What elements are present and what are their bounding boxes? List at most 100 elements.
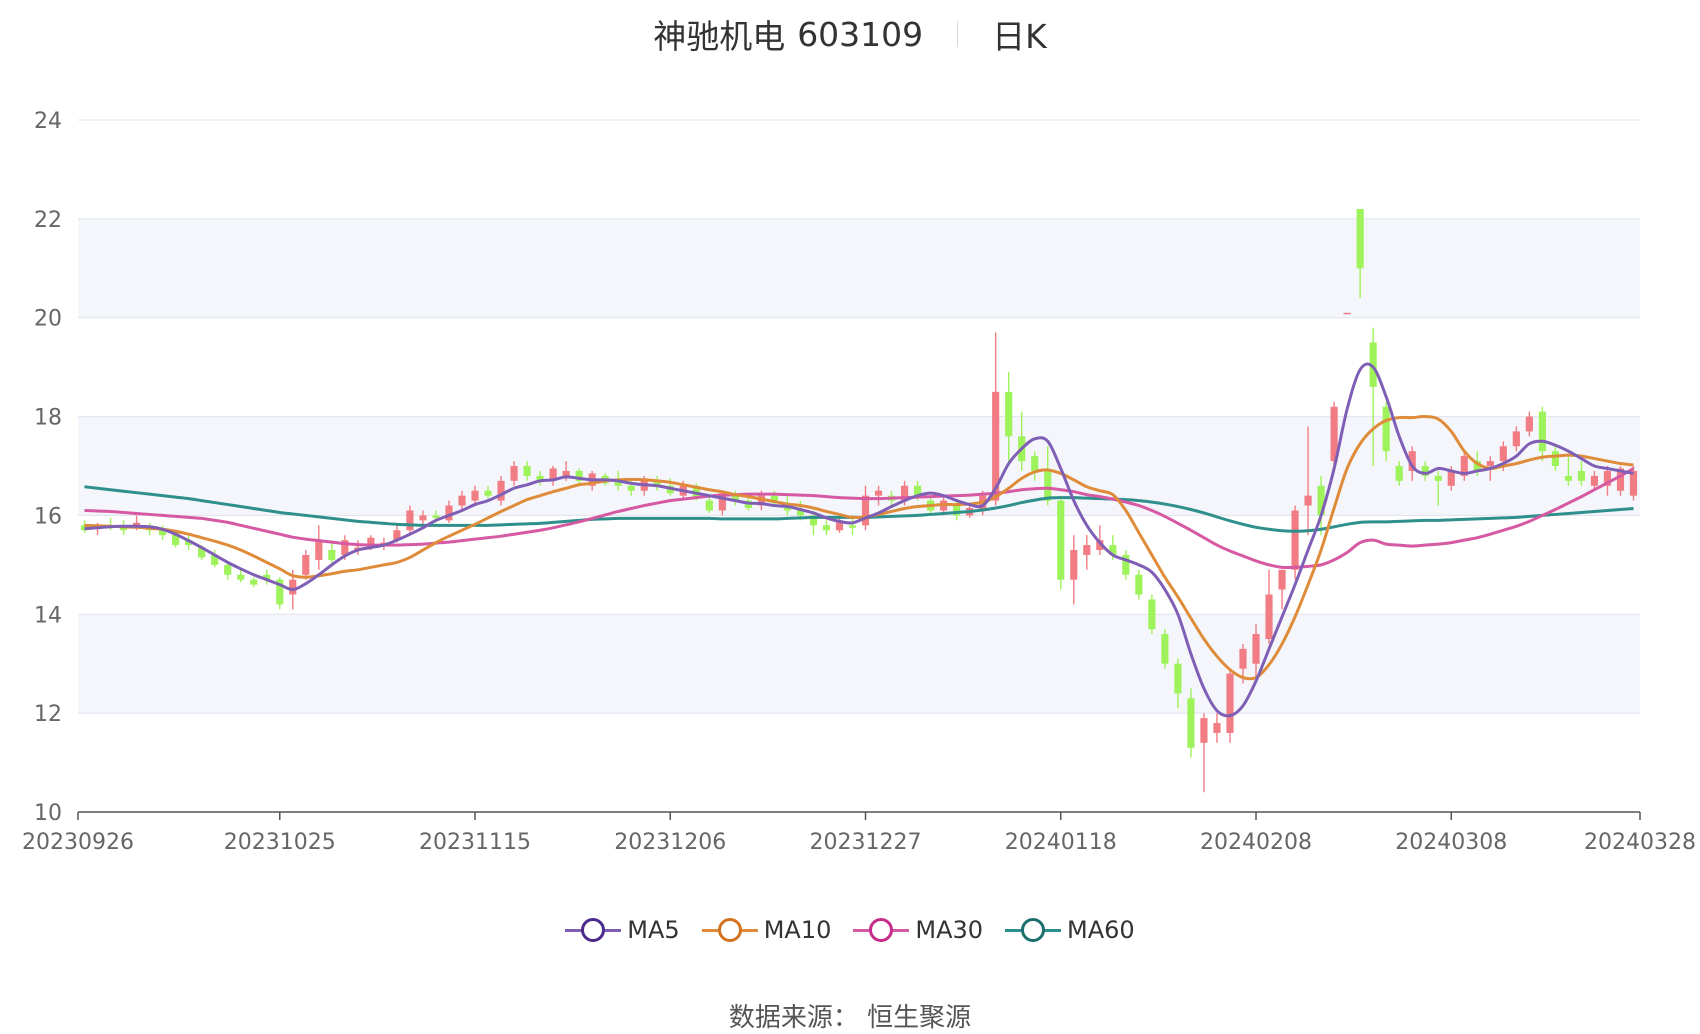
candle-body — [549, 468, 557, 481]
candle-body — [159, 530, 167, 536]
candle-body — [1005, 391, 1013, 437]
candle-body — [1083, 545, 1091, 555]
candle-body — [1031, 456, 1039, 471]
x-tick-label: 20231206 — [614, 830, 726, 855]
legend-item-ma30[interactable]: MA30 — [853, 916, 983, 944]
period-label: 日K — [992, 17, 1047, 56]
y-tick-label: 10 — [34, 801, 62, 826]
legend-item-ma5[interactable]: MA5 — [565, 916, 680, 944]
candle-body — [1564, 475, 1572, 481]
candle-body — [1096, 540, 1104, 551]
candle-body — [1421, 466, 1429, 476]
y-tick-label: 24 — [34, 109, 62, 134]
legend-swatch-ma10 — [701, 917, 758, 943]
grid-band — [78, 416, 1640, 516]
candle-body — [289, 579, 297, 595]
legend-label-ma60: MA60 — [1067, 916, 1135, 944]
candle-body — [1434, 475, 1442, 481]
candle-body — [1473, 461, 1481, 471]
candle-body — [510, 466, 518, 481]
y-tick-label: 20 — [34, 307, 62, 332]
candle-body — [1447, 470, 1455, 486]
candle-body — [536, 475, 544, 481]
candle-body — [1525, 416, 1533, 432]
candle-body — [1239, 648, 1247, 669]
candle-body — [1551, 451, 1559, 466]
candle-body — [367, 537, 375, 546]
candle-body — [471, 490, 479, 501]
grid-band — [78, 218, 1640, 318]
candle-body — [458, 495, 466, 506]
candle-body — [1486, 461, 1494, 466]
candle-body — [445, 505, 453, 521]
candle-body — [705, 500, 713, 511]
y-tick-label: 18 — [34, 406, 62, 431]
candle-body — [1278, 569, 1286, 590]
candle-body — [1603, 470, 1612, 486]
candle-body — [731, 495, 739, 501]
candle-body — [1590, 475, 1599, 486]
line-ma30 — [84, 467, 1635, 570]
candle-body — [432, 515, 440, 518]
candle-body — [1291, 510, 1299, 570]
x-tick-label: 20231227 — [810, 830, 922, 855]
x-tick-label: 20240208 — [1200, 830, 1312, 855]
y-tick-label: 22 — [34, 208, 62, 233]
candle-body — [484, 490, 492, 496]
legend-item-ma60[interactable]: MA60 — [1005, 916, 1135, 944]
candle-body — [406, 510, 414, 531]
x-tick-label: 20240308 — [1395, 830, 1507, 855]
candle-body — [796, 510, 805, 516]
candle-body — [913, 485, 922, 499]
candle-body — [419, 515, 427, 521]
y-tick-label: 12 — [34, 702, 62, 727]
candle-body — [822, 525, 831, 531]
y-tick-label: 16 — [34, 504, 62, 529]
candle-body — [185, 540, 193, 546]
candle-body — [718, 493, 726, 511]
candle-body — [1343, 312, 1351, 315]
candle-body — [809, 515, 818, 526]
candle-body — [1044, 470, 1052, 501]
candle-body — [848, 525, 857, 528]
candle-body — [1356, 208, 1364, 269]
candle-body — [119, 527, 128, 531]
stock-name: 神驰机电 — [653, 17, 786, 56]
candle-body — [562, 470, 570, 476]
legend-swatch-ma60 — [1005, 917, 1062, 943]
line-ma10 — [84, 415, 1634, 681]
candle-body — [874, 490, 883, 496]
stock-code: 603109 — [797, 14, 924, 54]
candle-body — [1213, 723, 1221, 733]
candle-body — [835, 520, 844, 531]
candle-body — [1148, 599, 1156, 630]
candle-body — [1070, 550, 1078, 580]
legend-swatch-ma30 — [853, 917, 910, 943]
candle-body — [523, 466, 531, 476]
candle-body — [1330, 406, 1338, 462]
data-source: 数据来源： 恒生聚源 — [728, 1003, 972, 1033]
legend-swatch-ma5 — [565, 917, 622, 943]
candle-body — [341, 540, 349, 555]
legend-item-ma10[interactable]: MA10 — [701, 916, 831, 944]
candle-body — [198, 547, 206, 558]
candle-body — [250, 579, 258, 585]
candle-body — [653, 480, 661, 486]
candle-body — [1200, 718, 1208, 743]
candle-body — [1460, 456, 1468, 476]
candle-body — [1629, 470, 1638, 496]
candle-body — [1395, 466, 1403, 481]
candle-body — [1174, 663, 1182, 694]
candle-body — [302, 554, 310, 575]
candle-body — [328, 550, 336, 560]
candle-body — [992, 391, 1000, 501]
candle-body — [770, 495, 778, 504]
chart-title: 神驰机电 603109 日K — [0, 10, 1700, 58]
candle-body — [1057, 500, 1065, 580]
candle-body — [1369, 342, 1377, 387]
x-tick-label: 20230926 — [22, 830, 134, 855]
line-ma5 — [84, 362, 1634, 718]
candle-body — [1304, 495, 1312, 506]
candle-body — [1512, 431, 1520, 447]
candle-body — [1577, 470, 1586, 481]
